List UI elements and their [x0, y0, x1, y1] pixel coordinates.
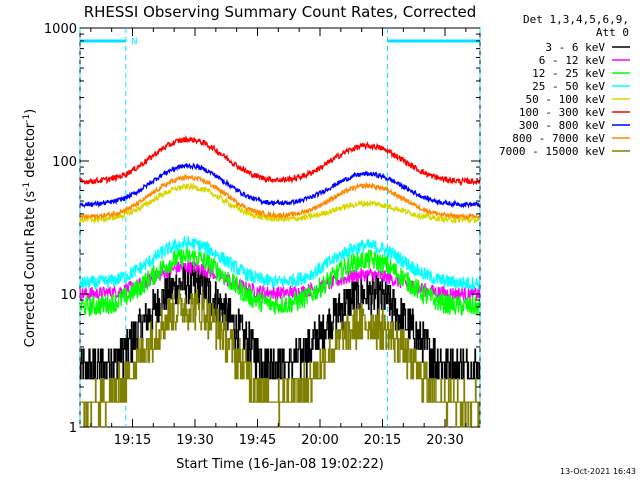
y-tick-label: 1 — [69, 421, 77, 436]
legend-header-line1: Det 1,3,4,5,6,9, — [523, 13, 629, 26]
series-line-8 — [80, 289, 480, 428]
series-line-4 — [79, 181, 481, 225]
y-tick-label: 1000 — [44, 22, 77, 37]
x-tick-label: 20:00 — [301, 433, 338, 448]
legend-label-8: 7000 - 15000 keV — [499, 145, 605, 158]
series-line-7 — [79, 173, 480, 221]
legend-header-line2: Att 0 — [596, 26, 629, 39]
legend-label-1: 6 - 12 keV — [539, 54, 606, 67]
legend-label-7: 800 - 7000 keV — [512, 132, 605, 145]
x-axis-label: Start Time (16-Jan-08 19:02:22) — [176, 457, 384, 472]
y-axis-label-end: ) — [23, 109, 38, 114]
y-axis-label-sup2: -1 — [22, 114, 32, 123]
x-tick-label: 19:15 — [114, 433, 151, 448]
axes-layer: 19:15 19:30 19:45 20:00 20:15 20:30 1 10 100 1000 — [44, 22, 480, 448]
interval-bar-label: N — [131, 37, 138, 47]
series-line-5 — [79, 134, 481, 187]
x-tick-label: 19:45 — [239, 433, 276, 448]
x-tick-label: 20:30 — [426, 433, 463, 448]
attenuator-interval-layer: N — [79, 28, 481, 427]
series-layer — [79, 134, 481, 428]
x-tick-label: 20:15 — [364, 433, 401, 448]
y-axis-label-sup1: -1 — [22, 182, 32, 191]
legend-label-4: 50 - 100 keV — [526, 93, 606, 106]
legend-label-3: 25 - 50 keV — [532, 80, 605, 93]
legend-label-5: 100 - 300 keV — [519, 106, 605, 119]
legend-label-0: 3 - 6 keV — [545, 41, 605, 54]
x-tick-label: 19:30 — [176, 433, 213, 448]
series-line-6 — [79, 162, 480, 209]
series-line-3 — [79, 234, 481, 291]
y-tick-label: 100 — [52, 155, 77, 170]
footer-timestamp: 13-Oct-2021 16:43 — [560, 467, 636, 476]
y-tick-label: 10 — [60, 288, 77, 303]
legend-label-6: 300 - 800 keV — [519, 119, 605, 132]
chart-title: RHESSI Observing Summary Count Rates, Co… — [84, 3, 477, 21]
series-line-2 — [79, 246, 481, 317]
legend-label-2: 12 - 25 keV — [532, 67, 605, 80]
y-axis-label: Corrected Count Rate (s-1 detector-1) — [22, 109, 38, 347]
y-axis-label-mid: detector — [23, 122, 38, 182]
y-axis-label-main: Corrected Count Rate (s — [23, 191, 38, 348]
